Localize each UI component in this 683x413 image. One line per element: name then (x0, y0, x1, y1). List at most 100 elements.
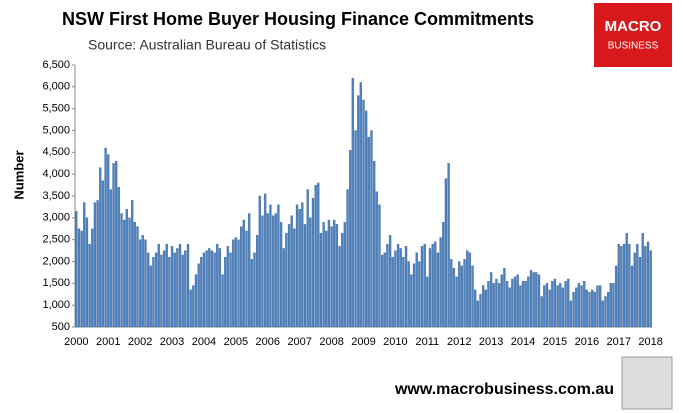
bar (572, 291, 575, 328)
bar (115, 160, 118, 328)
x-tick-label: 2002 (128, 336, 152, 348)
bar (620, 246, 623, 328)
bar (120, 213, 123, 328)
bar (357, 95, 360, 328)
bar (407, 261, 410, 328)
y-tick-label: 500 (52, 321, 70, 333)
y-tick-label: 6,500 (42, 59, 70, 71)
bar (200, 256, 203, 328)
bar (178, 243, 182, 328)
bar (354, 130, 357, 328)
bar (386, 243, 389, 328)
bar (604, 296, 607, 328)
bar (322, 222, 325, 328)
bar (149, 265, 152, 328)
bar (218, 248, 222, 328)
bar (133, 222, 136, 328)
bar (277, 204, 280, 328)
bar (189, 289, 192, 328)
bar (186, 243, 190, 328)
x-tick-label: 2015 (543, 336, 567, 348)
bar (330, 226, 333, 328)
x-tick-label: 2007 (287, 336, 311, 348)
bar (585, 289, 589, 328)
bar (503, 267, 506, 328)
bar (221, 274, 224, 328)
bar (138, 239, 142, 328)
bar (428, 248, 432, 328)
bar (317, 182, 320, 328)
bar (415, 252, 418, 328)
bar (346, 189, 349, 328)
bar (301, 202, 304, 328)
bar (644, 246, 647, 328)
x-tick-label: 2009 (351, 336, 375, 348)
x-tick-label: 2005 (224, 336, 248, 348)
bar (181, 254, 184, 328)
bar (349, 149, 352, 328)
bar (612, 283, 615, 328)
bar (378, 204, 381, 328)
bar (255, 235, 259, 328)
bar (492, 283, 495, 328)
bar (85, 217, 89, 328)
bar (370, 130, 373, 328)
bar (487, 280, 490, 328)
y-tick-label: 1,000 (42, 299, 70, 311)
bar (93, 202, 97, 328)
x-tick-label: 2006 (256, 336, 280, 348)
bar (439, 237, 442, 328)
bar (359, 82, 363, 328)
bar (364, 110, 368, 328)
bar (131, 200, 134, 328)
bar (216, 243, 219, 328)
y-tick-label: 5,500 (42, 103, 70, 115)
bar (165, 243, 168, 328)
bar (232, 239, 235, 328)
bar (168, 256, 171, 328)
x-tick-label: 2010 (383, 336, 407, 348)
bar (444, 178, 448, 328)
bar (593, 291, 596, 328)
bar (622, 243, 626, 328)
x-tick-label: 2003 (160, 336, 184, 348)
bar (410, 274, 413, 328)
bar (99, 167, 102, 328)
bar (609, 283, 612, 328)
x-tick-label: 2000 (64, 336, 88, 348)
bar (226, 246, 230, 328)
bar (450, 259, 453, 328)
bar (279, 222, 283, 328)
bar (311, 198, 315, 328)
bar (476, 300, 479, 328)
bar (511, 278, 514, 328)
x-tick-label: 2018 (638, 336, 662, 348)
bar (245, 230, 248, 328)
logo-text: MACRO (605, 18, 662, 35)
bar (471, 265, 474, 328)
bar (513, 276, 517, 328)
bar (412, 263, 416, 328)
bar (484, 289, 487, 328)
bar (263, 193, 267, 328)
bar (383, 252, 386, 328)
bar (205, 250, 208, 328)
bar (567, 278, 570, 328)
bar (537, 274, 541, 328)
x-tick-label: 2001 (96, 336, 120, 348)
bar (141, 235, 144, 328)
bar (258, 195, 261, 328)
bar (633, 252, 636, 328)
bar (516, 274, 519, 328)
y-tick-label: 2,000 (42, 255, 70, 267)
bar (327, 219, 331, 328)
bar (213, 252, 216, 328)
bar (261, 215, 264, 328)
bar (532, 272, 535, 328)
bar (524, 280, 527, 328)
bar (208, 248, 211, 328)
bar (474, 289, 477, 328)
bar (333, 219, 336, 328)
bar (96, 200, 99, 328)
bar (598, 285, 602, 328)
